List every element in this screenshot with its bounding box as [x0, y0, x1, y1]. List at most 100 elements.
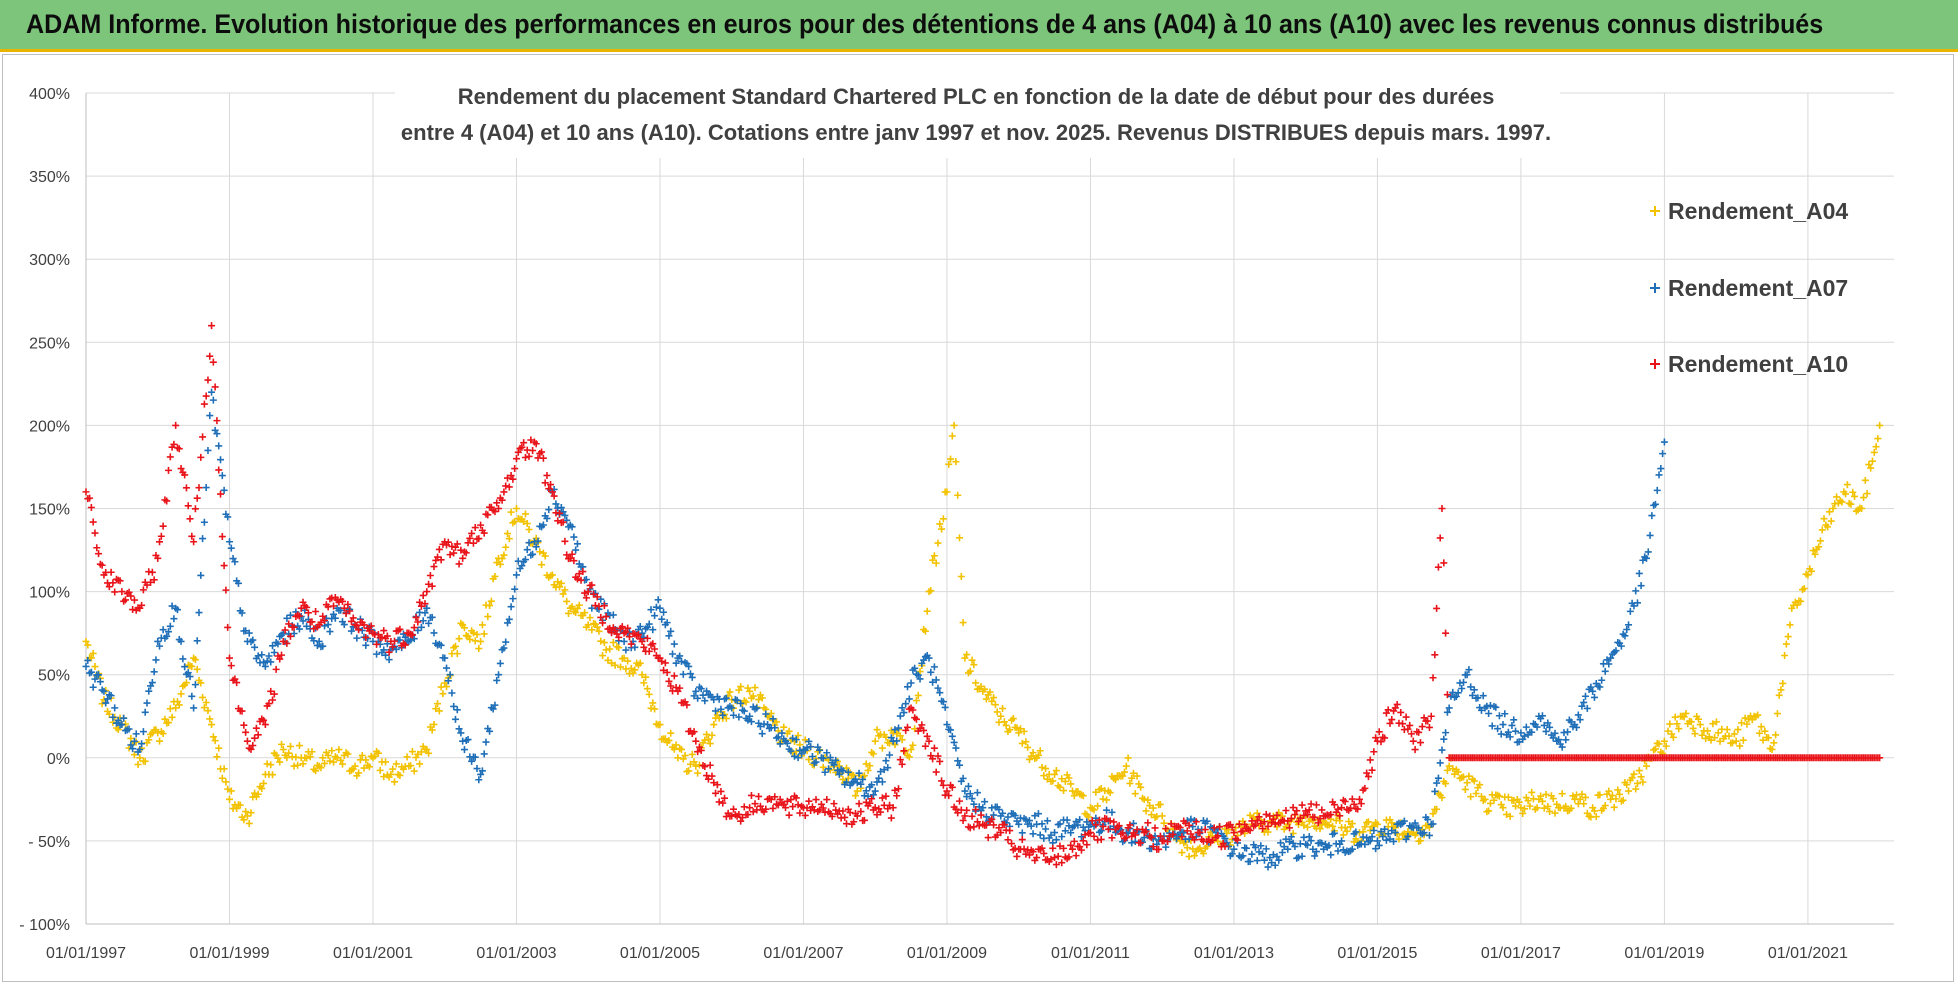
rendement-a04-point — [1016, 725, 1024, 733]
rendement-a07-point — [286, 611, 294, 619]
rendement-a07-point — [1338, 837, 1346, 845]
rendement-a07-point — [1260, 856, 1268, 864]
rendement-a04-point — [507, 508, 515, 516]
rendement-a04-point — [1316, 825, 1324, 833]
rendement-a10-point — [1142, 827, 1150, 835]
rendement-a07-point — [982, 813, 990, 821]
rendement-a07-point — [1368, 833, 1376, 841]
rendement-a10-point — [1025, 851, 1033, 859]
x-tick-label: 01/01/2017 — [1481, 945, 1561, 962]
rendement-a10-point — [218, 533, 226, 541]
rendement-a04-point — [188, 662, 196, 670]
rendement-a07-point — [747, 718, 755, 726]
rendement-a07-point — [1004, 813, 1012, 821]
rendement-a07-point — [1031, 812, 1039, 820]
rendement-a10-point — [1259, 825, 1267, 833]
rendement-a04-point — [611, 661, 619, 669]
rendement-a04-point — [947, 455, 955, 463]
rendement-a07-point — [981, 798, 989, 806]
rendement-a10-point — [208, 322, 216, 330]
rendement-a04-point — [1533, 804, 1541, 812]
rendement-a04-point — [84, 641, 92, 649]
rendement-a04-point — [1578, 790, 1586, 798]
rendement-a04-point — [493, 559, 501, 567]
rendement-a04-point — [1651, 745, 1659, 753]
rendement-a07-point — [444, 677, 452, 685]
rendement-a04-point — [921, 627, 929, 635]
rendement-a04-point — [202, 698, 210, 706]
rendement-a07-point — [265, 652, 273, 660]
rendement-a04-point — [358, 751, 366, 759]
rendement-a10-point — [618, 623, 626, 631]
rendement-a07-point — [181, 663, 189, 671]
rendement-a10-point — [1361, 784, 1369, 792]
rendement-a07-point — [636, 623, 644, 631]
rendement-a04-point — [1870, 448, 1878, 456]
rendement-a04-point — [130, 751, 138, 759]
rendement-a07-point — [507, 603, 515, 611]
rendement-a10-point — [665, 677, 673, 685]
rendement-a10-point — [1330, 801, 1338, 809]
rendement-a07-point — [1626, 607, 1634, 615]
rendement-a07-point — [914, 671, 922, 679]
rendement-a07-point — [1327, 851, 1335, 859]
rendement-a10-point — [346, 607, 354, 615]
rendement-a04-point — [1056, 783, 1064, 791]
rendement-a07-point — [851, 775, 859, 783]
rendement-a04-point — [435, 707, 443, 715]
rendement-a07-point — [1546, 723, 1554, 731]
rendement-a04-point — [324, 751, 332, 759]
rendement-a04-point — [360, 764, 368, 772]
rendement-a10-point — [1216, 823, 1224, 831]
rendement-a10-point — [87, 504, 95, 512]
rendement-a10-point — [832, 806, 840, 814]
rendement-a07-point — [1022, 816, 1030, 824]
rendement-a04-point — [638, 671, 646, 679]
rendement-a10-point — [453, 540, 461, 548]
rendement-a10-point — [493, 499, 501, 507]
rendement-a10-point — [961, 812, 969, 820]
rendement-a04-point — [1067, 780, 1075, 788]
rendement-a04-point — [1128, 774, 1136, 782]
rendement-a10-point — [643, 634, 651, 642]
rendement-a04-point — [521, 510, 529, 518]
rendement-a07-point — [1517, 729, 1525, 737]
rendement-a07-point — [104, 695, 112, 703]
rendement-a04-point — [1779, 679, 1787, 687]
rendement-a10-point — [98, 561, 106, 569]
rendement-a04-point — [746, 687, 754, 695]
rendement-a04-point — [220, 765, 228, 773]
rendement-a10-point — [1051, 854, 1059, 862]
rendement-a04-point — [525, 526, 533, 534]
rendement-a07-point — [859, 775, 867, 783]
rendement-a10-point — [561, 537, 569, 545]
rendement-a04-point — [805, 756, 813, 764]
rendement-a10-point — [1296, 814, 1304, 822]
rendement-a10-point — [634, 631, 642, 639]
rendement-a10-point — [249, 741, 257, 749]
rendement-a07-point — [1420, 829, 1428, 837]
rendement-a04-point — [1176, 837, 1184, 845]
rendement-a10-point — [972, 806, 980, 814]
rendement-a10-point — [1110, 818, 1118, 826]
rendement-a04-point — [1637, 773, 1645, 781]
rendement-a10-point — [1167, 820, 1175, 828]
rendement-a07-point — [190, 704, 198, 712]
rendement-a10-point — [541, 479, 549, 487]
rendement-a10-point — [247, 745, 255, 753]
rendement-a04-point — [1119, 772, 1127, 780]
rendement-a10-point — [459, 554, 467, 562]
rendement-a10-point — [419, 591, 427, 599]
rendement-a04-point — [774, 727, 782, 735]
rendement-a07-point — [1291, 843, 1299, 851]
rendement-a07-point — [1625, 621, 1633, 629]
rendement-a10-point — [934, 752, 942, 760]
rendement-a07-point — [728, 704, 736, 712]
rendement-a10-point — [692, 737, 700, 745]
rendement-a07-point — [245, 629, 253, 637]
rendement-a07-point — [835, 770, 843, 778]
rendement-a07-point — [100, 687, 108, 695]
rendement-a04-point — [1876, 421, 1884, 429]
rendement-a04-point — [568, 603, 576, 611]
rendement-a10-point — [304, 609, 312, 617]
